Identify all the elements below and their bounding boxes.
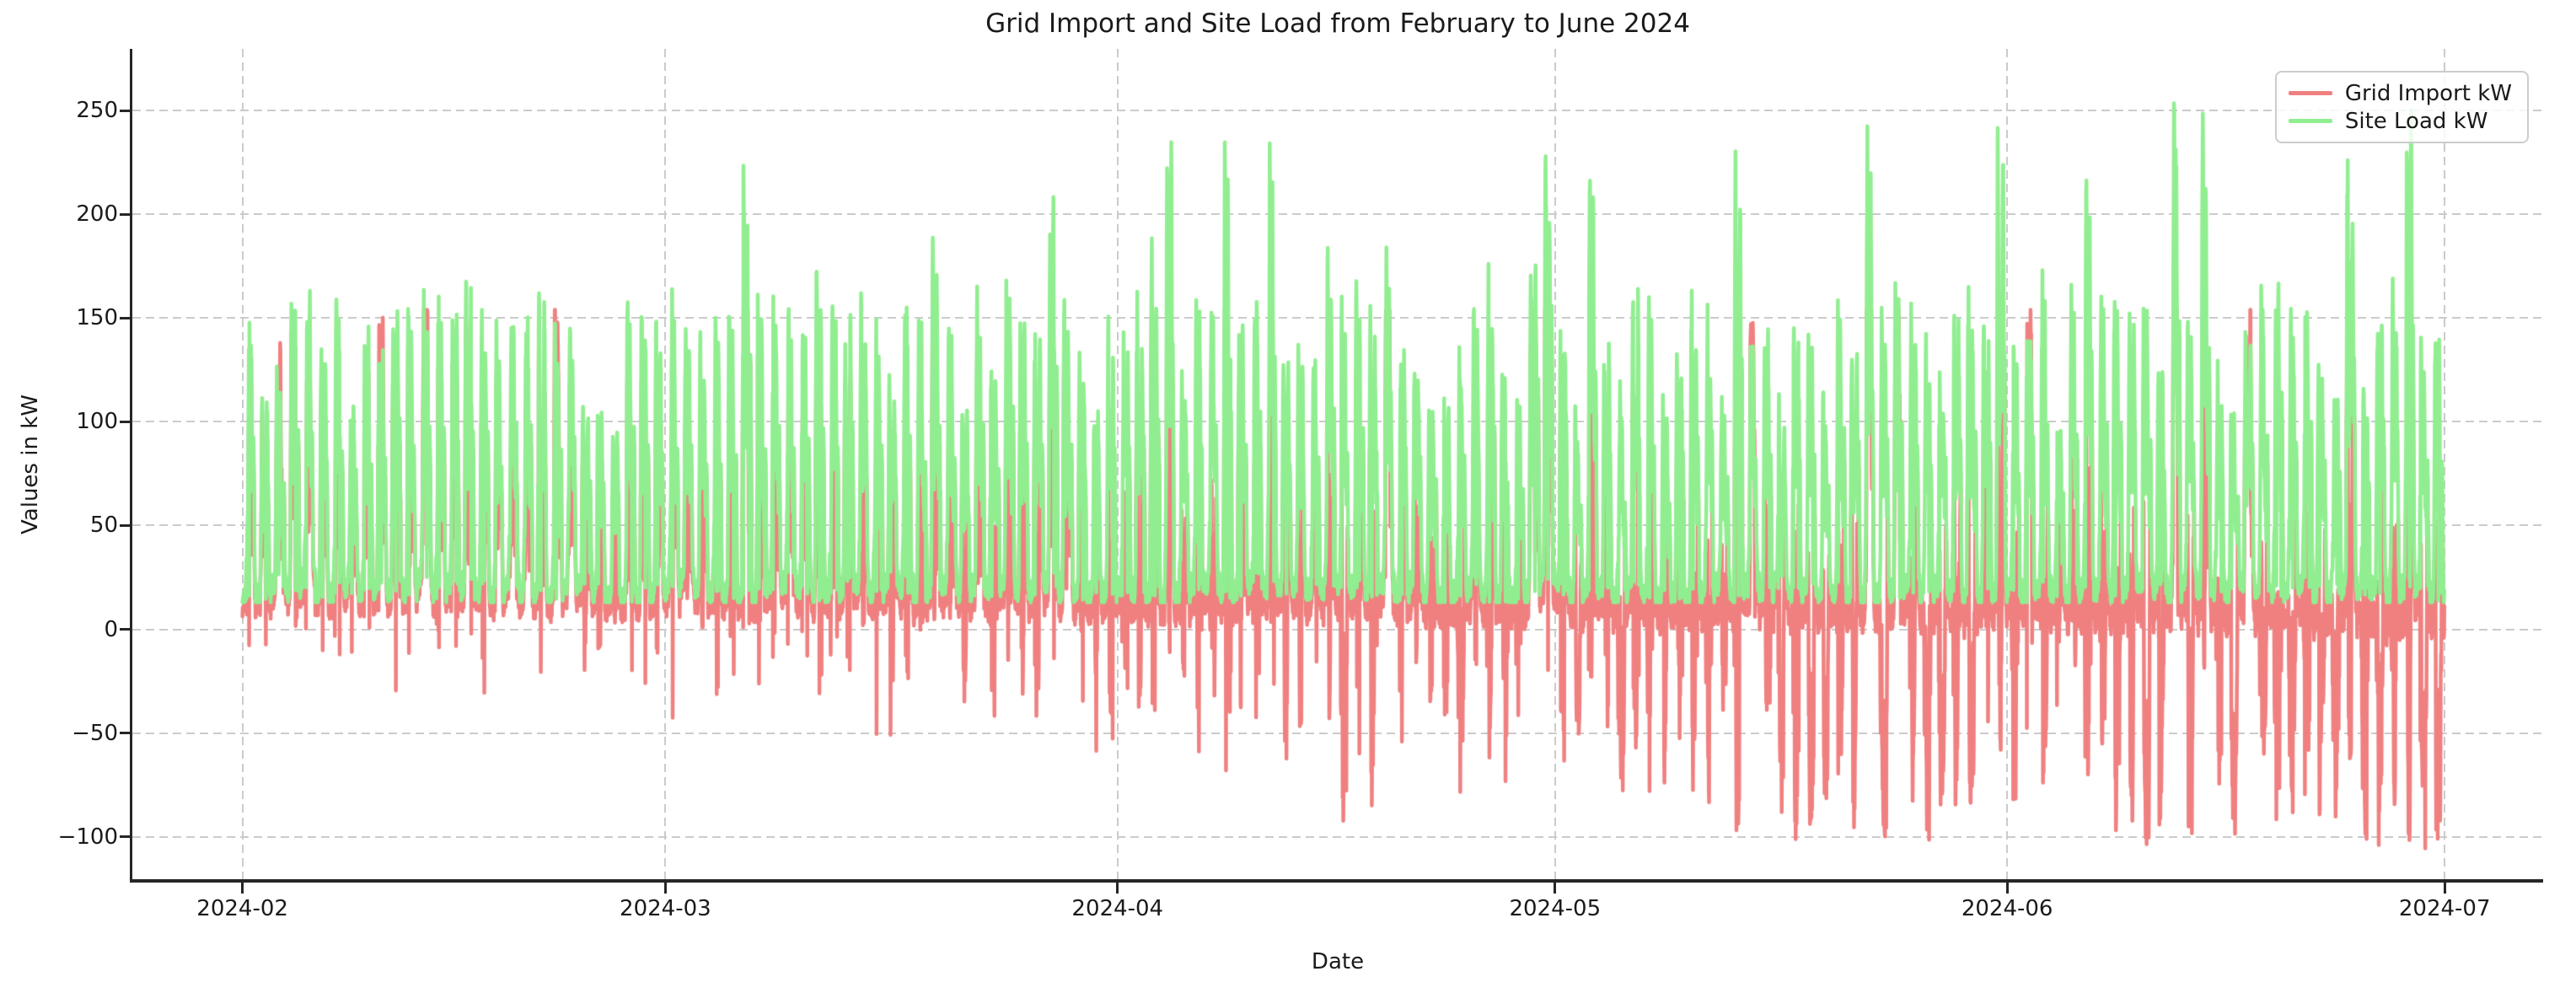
x-tick-label: 2024-06 — [1961, 896, 2053, 921]
legend-swatch-grid-import — [2288, 91, 2332, 95]
x-tick-label: 2024-07 — [2398, 896, 2491, 921]
legend-item-site-load: Site Load kW — [2288, 107, 2512, 135]
y-tick-label: 0 — [104, 616, 118, 642]
y-tick-label: 50 — [89, 513, 118, 539]
x-tick-label: 2024-03 — [620, 896, 711, 921]
y-tick-label: −100 — [57, 824, 118, 850]
y-tick-label: 150 — [76, 305, 118, 331]
legend: Grid Import kW Site Load kW — [2274, 71, 2529, 143]
y-tick-mark — [120, 420, 131, 423]
y-tick-mark — [120, 835, 131, 839]
legend-swatch-site-load — [2288, 119, 2332, 123]
legend-item-grid-import: Grid Import kW — [2288, 79, 2512, 107]
chart-title: Grid Import and Site Load from February … — [985, 8, 1690, 39]
y-tick-label: −50 — [72, 720, 118, 746]
y-tick-mark — [120, 628, 131, 631]
y-tick-mark — [120, 732, 131, 735]
x-tick-mark — [1116, 883, 1119, 894]
x-tick-mark — [2005, 883, 2009, 894]
x-tick-mark — [2443, 883, 2446, 894]
x-tick-mark — [1554, 883, 1557, 894]
x-tick-label: 2024-02 — [196, 896, 288, 921]
y-tick-label: 200 — [76, 201, 118, 228]
x-axis-label: Date — [1311, 949, 1365, 974]
y-tick-mark — [120, 109, 131, 112]
y-axis-spine — [130, 49, 132, 883]
y-tick-mark — [120, 212, 131, 216]
y-axis-label: Values in kW — [18, 395, 43, 534]
plot-area: Grid Import kW Site Load kW — [132, 49, 2543, 879]
x-tick-label: 2024-04 — [1071, 896, 1164, 921]
x-tick-label: 2024-05 — [1509, 896, 1602, 921]
series-canvas — [132, 49, 2543, 879]
legend-label-grid-import: Grid Import kW — [2344, 80, 2512, 106]
y-tick-label: 100 — [76, 409, 118, 435]
y-tick-mark — [120, 523, 131, 527]
x-tick-mark — [663, 883, 667, 894]
legend-label-site-load: Site Load kW — [2344, 108, 2488, 134]
x-tick-mark — [241, 883, 244, 894]
y-tick-label: 250 — [76, 98, 118, 124]
x-axis-spine — [130, 879, 2543, 883]
y-tick-mark — [120, 316, 131, 319]
